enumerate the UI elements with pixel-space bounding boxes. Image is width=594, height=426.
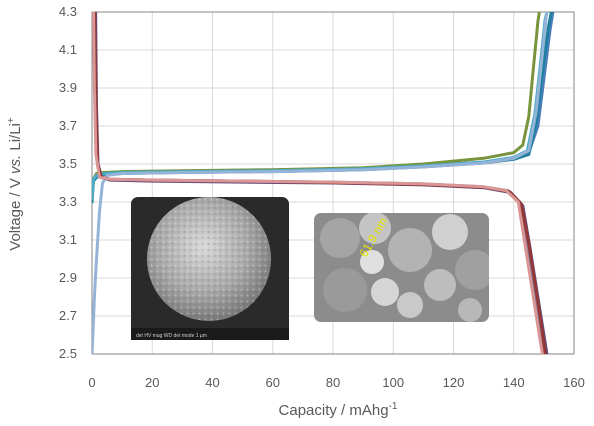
sem-grain [397, 292, 423, 318]
x-axis-label: Capacity / mAhg-1 [279, 401, 398, 419]
sem-grain [323, 268, 367, 312]
sem-particle-texture [147, 197, 271, 321]
x-tick-label: 60 [266, 375, 280, 390]
sem-grain [388, 228, 432, 272]
x-tick-label: 160 [563, 375, 585, 390]
x-tick-label: 80 [326, 375, 340, 390]
y-tick-label: 3.1 [59, 232, 77, 247]
y-axis-label-sup: + [6, 117, 17, 123]
y-tick-labels: 2.5 2.7 2.9 3.1 3.3 3.5 3.7 3.9 4.1 4.3 [59, 4, 77, 361]
sem-grain [359, 213, 391, 244]
sem-info-bar [131, 328, 289, 340]
sem-inset-particle: det HV mag WD det mode 1 µm [131, 197, 289, 340]
x-axis-label-main: Capacity / mAhg [279, 402, 389, 419]
y-tick-label: 2.5 [59, 346, 77, 361]
sem-grain [432, 214, 468, 250]
sem-grain [458, 298, 482, 322]
y-tick-label: 2.9 [59, 270, 77, 285]
x-tick-labels: 0 20 40 60 80 100 120 140 160 [88, 375, 584, 390]
y-tick-label: 3.7 [59, 118, 77, 133]
y-axis-label-suffix: Li/Li [7, 123, 24, 155]
y-tick-label: 4.1 [59, 42, 77, 57]
y-tick-label: 3.3 [59, 194, 77, 209]
x-tick-label: 0 [88, 375, 95, 390]
x-axis-label-sup: -1 [389, 401, 398, 412]
series-layer [92, 12, 555, 354]
sem-grain [320, 218, 360, 258]
sem-grain [455, 250, 489, 290]
y-axis-label-prefix: Voltage / V [7, 174, 24, 251]
x-tick-label: 100 [382, 375, 404, 390]
discharge-curve-9 [92, 12, 544, 354]
y-axis-label: Voltage / V vs. Li/Li+ [6, 117, 24, 251]
sem-grain [360, 250, 384, 274]
y-tick-label: 3.9 [59, 80, 77, 95]
x-tick-label: 120 [443, 375, 465, 390]
y-tick-label: 3.5 [59, 156, 77, 171]
sem-grain [424, 269, 456, 301]
x-tick-label: 40 [205, 375, 219, 390]
sem-info-text: det HV mag WD det mode 1 µm [136, 333, 207, 339]
y-axis-label-italic: vs. [7, 155, 24, 174]
charge-curve-5 [92, 12, 549, 354]
sem-grain [371, 278, 399, 306]
y-tick-label: 2.7 [59, 308, 77, 323]
y-tick-label: 4.3 [59, 4, 77, 19]
x-tick-label: 20 [145, 375, 159, 390]
x-tick-label: 140 [503, 375, 525, 390]
sem-inset-zoom: 61.9 nm [314, 213, 489, 322]
